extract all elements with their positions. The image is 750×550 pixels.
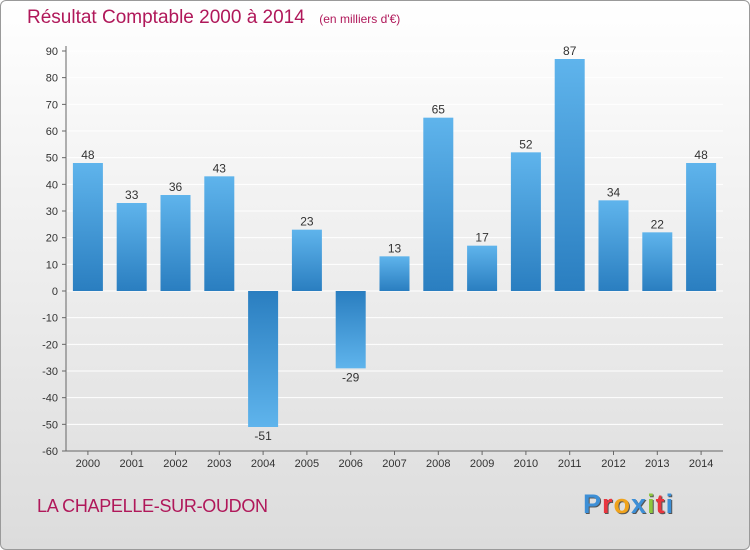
data-label: 22: [651, 217, 665, 231]
data-label: 17: [475, 231, 489, 245]
chart-title: Résultat Comptable 2000 à 2014: [27, 7, 305, 28]
y-tick-label: 10: [46, 259, 58, 271]
y-tick-label: -20: [42, 339, 58, 351]
x-tick-label: 2014: [689, 458, 713, 470]
x-tick-label: 2005: [295, 458, 319, 470]
logo-letter: i: [647, 489, 656, 519]
data-label: 48: [81, 148, 95, 162]
x-tick-label: 2004: [251, 458, 275, 470]
proxiti-logo: Proxiti: [583, 489, 674, 520]
y-tick-label: 0: [52, 286, 58, 298]
bar: [204, 176, 235, 291]
data-label: 43: [213, 161, 227, 175]
logo-letter: i: [665, 489, 675, 519]
x-tick-label: 2003: [207, 458, 231, 470]
bar: [248, 291, 279, 427]
y-tick-label: 30: [46, 206, 58, 218]
logo-letter: P: [583, 489, 603, 519]
logo-letter: t: [655, 489, 666, 519]
x-tick-label: 2007: [382, 458, 406, 470]
y-tick-label: 90: [46, 46, 58, 58]
data-label: 36: [169, 180, 183, 194]
bar: [467, 245, 498, 291]
bar: [598, 200, 629, 291]
x-tick-label: 2012: [601, 458, 625, 470]
x-tick-label: 2006: [338, 458, 362, 470]
x-tick-label: 2011: [558, 458, 582, 470]
y-tick-label: 80: [46, 73, 58, 85]
data-label: 33: [125, 188, 139, 202]
y-tick-label: -60: [42, 446, 58, 458]
x-tick-label: 2002: [163, 458, 187, 470]
bar: [554, 59, 585, 291]
bar: [335, 291, 366, 369]
x-tick-label: 2008: [426, 458, 450, 470]
x-tick-label: 2001: [119, 458, 143, 470]
y-tick-label: 70: [46, 99, 58, 111]
bar: [510, 152, 541, 291]
bar: [642, 232, 673, 291]
data-label: 34: [607, 185, 621, 199]
logo-letter: x: [631, 489, 648, 519]
data-label: 65: [432, 103, 446, 117]
y-tick-label: 40: [46, 179, 58, 191]
data-label: 13: [388, 241, 402, 255]
y-tick-label: -30: [42, 366, 58, 378]
bar: [291, 229, 322, 291]
x-tick-label: 2000: [76, 458, 100, 470]
y-tick-label: -40: [42, 393, 58, 405]
data-label: 23: [300, 215, 314, 229]
x-tick-label: 2013: [645, 458, 669, 470]
x-tick-label: 2009: [470, 458, 494, 470]
data-label: 87: [563, 44, 577, 58]
data-label: -51: [254, 429, 272, 443]
bar: [686, 163, 717, 291]
y-tick-label: -50: [42, 419, 58, 431]
data-label: 48: [694, 148, 708, 162]
x-tick-label: 2010: [514, 458, 538, 470]
bar: [116, 203, 147, 291]
data-label: -29: [342, 370, 360, 384]
bar: [160, 195, 191, 291]
chart-title-block: Résultat Comptable 2000 à 2014 (en milli…: [27, 7, 400, 29]
y-tick-label: 20: [46, 233, 58, 245]
y-tick-label: 50: [46, 153, 58, 165]
data-label: 52: [519, 137, 533, 151]
logo-letter: r: [602, 489, 614, 519]
bar: [72, 163, 103, 291]
logo-letter: o: [613, 489, 632, 519]
chart-unit-note: (en milliers d'€): [319, 12, 401, 26]
commune-name: LA CHAPELLE-SUR-OUDON: [37, 496, 268, 516]
bar: [423, 117, 454, 292]
y-tick-label: 60: [46, 126, 58, 138]
y-tick-label: -10: [42, 313, 58, 325]
bar: [379, 256, 410, 291]
